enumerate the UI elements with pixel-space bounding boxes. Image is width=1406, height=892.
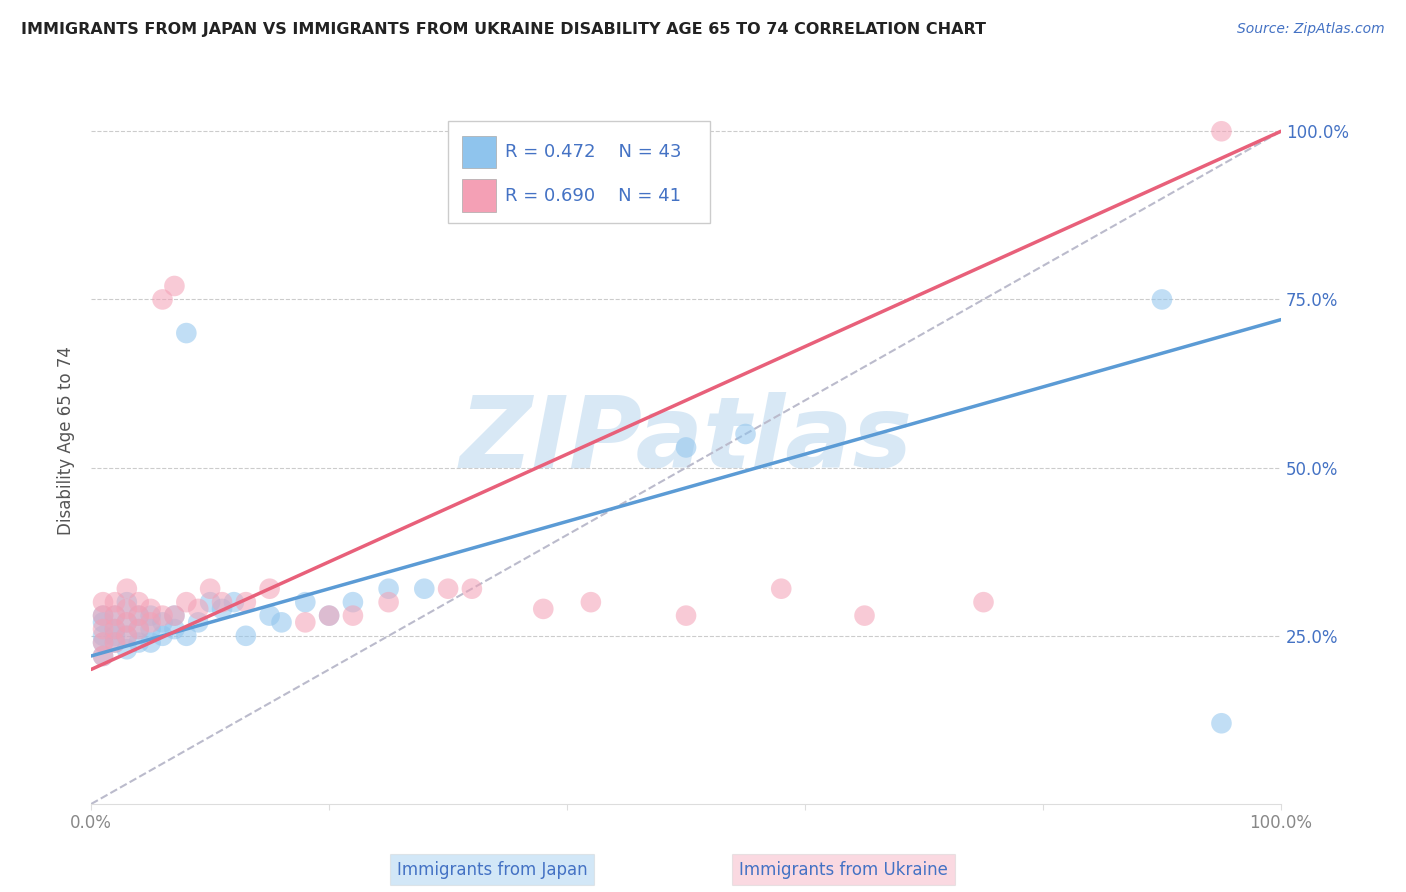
Y-axis label: Disability Age 65 to 74: Disability Age 65 to 74 (58, 346, 75, 535)
Text: Immigrants from Japan: Immigrants from Japan (396, 861, 588, 879)
Point (91, 635, 114, 649)
Point (734, 427, 756, 442)
Point (115, 595, 138, 609)
Point (115, 602, 138, 616)
Point (115, 582, 138, 596)
Point (128, 622, 150, 636)
Point (152, 293, 174, 307)
Point (973, 595, 995, 609)
Point (139, 635, 162, 649)
Point (187, 602, 209, 616)
Point (139, 622, 162, 636)
Point (377, 582, 399, 596)
Text: ZIPatlas: ZIPatlas (460, 392, 912, 489)
Point (115, 629, 138, 643)
Point (152, 615, 174, 630)
Point (128, 608, 150, 623)
Text: IMMIGRANTS FROM JAPAN VS IMMIGRANTS FROM UKRAINE DISABILITY AGE 65 TO 74 CORRELA: IMMIGRANTS FROM JAPAN VS IMMIGRANTS FROM… (21, 22, 986, 37)
Point (1211, 716, 1233, 731)
Point (176, 629, 198, 643)
Point (91, 608, 114, 623)
Point (104, 635, 127, 649)
Point (139, 615, 162, 630)
Point (318, 608, 340, 623)
Point (91, 615, 114, 630)
Point (163, 622, 186, 636)
Point (176, 326, 198, 340)
Point (139, 602, 162, 616)
Point (187, 615, 209, 630)
Point (222, 595, 245, 609)
Point (1211, 124, 1233, 138)
Point (342, 608, 364, 623)
Point (91, 648, 114, 663)
Text: Source: ZipAtlas.com: Source: ZipAtlas.com (1237, 22, 1385, 37)
Point (104, 622, 127, 636)
Point (128, 608, 150, 623)
FancyBboxPatch shape (449, 121, 710, 223)
Point (294, 615, 316, 630)
Text: R = 0.472    N = 43: R = 0.472 N = 43 (505, 144, 682, 161)
Point (579, 595, 602, 609)
Point (176, 595, 198, 609)
Point (139, 608, 162, 623)
Point (377, 595, 399, 609)
Point (675, 441, 697, 455)
Point (91, 648, 114, 663)
Point (91, 629, 114, 643)
Text: Immigrants from Ukraine: Immigrants from Ukraine (740, 861, 948, 879)
Point (853, 608, 876, 623)
Point (531, 171, 554, 186)
Point (163, 279, 186, 293)
Point (211, 602, 233, 616)
Point (531, 145, 554, 159)
Point (163, 608, 186, 623)
Point (128, 622, 150, 636)
Point (531, 602, 554, 616)
Point (198, 582, 221, 596)
Point (259, 582, 281, 596)
Point (270, 615, 292, 630)
FancyBboxPatch shape (463, 179, 496, 212)
Point (413, 582, 436, 596)
Point (675, 608, 697, 623)
Point (437, 582, 460, 596)
Point (1150, 293, 1173, 307)
Point (342, 595, 364, 609)
Point (259, 608, 281, 623)
Point (91, 635, 114, 649)
Point (235, 595, 257, 609)
Point (104, 608, 127, 623)
Point (104, 608, 127, 623)
Point (104, 595, 127, 609)
Point (128, 635, 150, 649)
Point (91, 595, 114, 609)
Point (115, 615, 138, 630)
Point (104, 635, 127, 649)
Text: R = 0.690    N = 41: R = 0.690 N = 41 (505, 186, 681, 205)
Point (198, 595, 221, 609)
Point (163, 608, 186, 623)
Point (770, 582, 793, 596)
Point (461, 582, 484, 596)
Point (91, 608, 114, 623)
Point (152, 608, 174, 623)
Point (294, 595, 316, 609)
Point (235, 629, 257, 643)
Point (115, 629, 138, 643)
Point (104, 629, 127, 643)
Point (318, 608, 340, 623)
Point (115, 642, 138, 657)
FancyBboxPatch shape (463, 136, 496, 169)
Point (115, 615, 138, 630)
Point (211, 595, 233, 609)
Point (91, 622, 114, 636)
Point (152, 629, 174, 643)
Point (104, 622, 127, 636)
Point (128, 595, 150, 609)
